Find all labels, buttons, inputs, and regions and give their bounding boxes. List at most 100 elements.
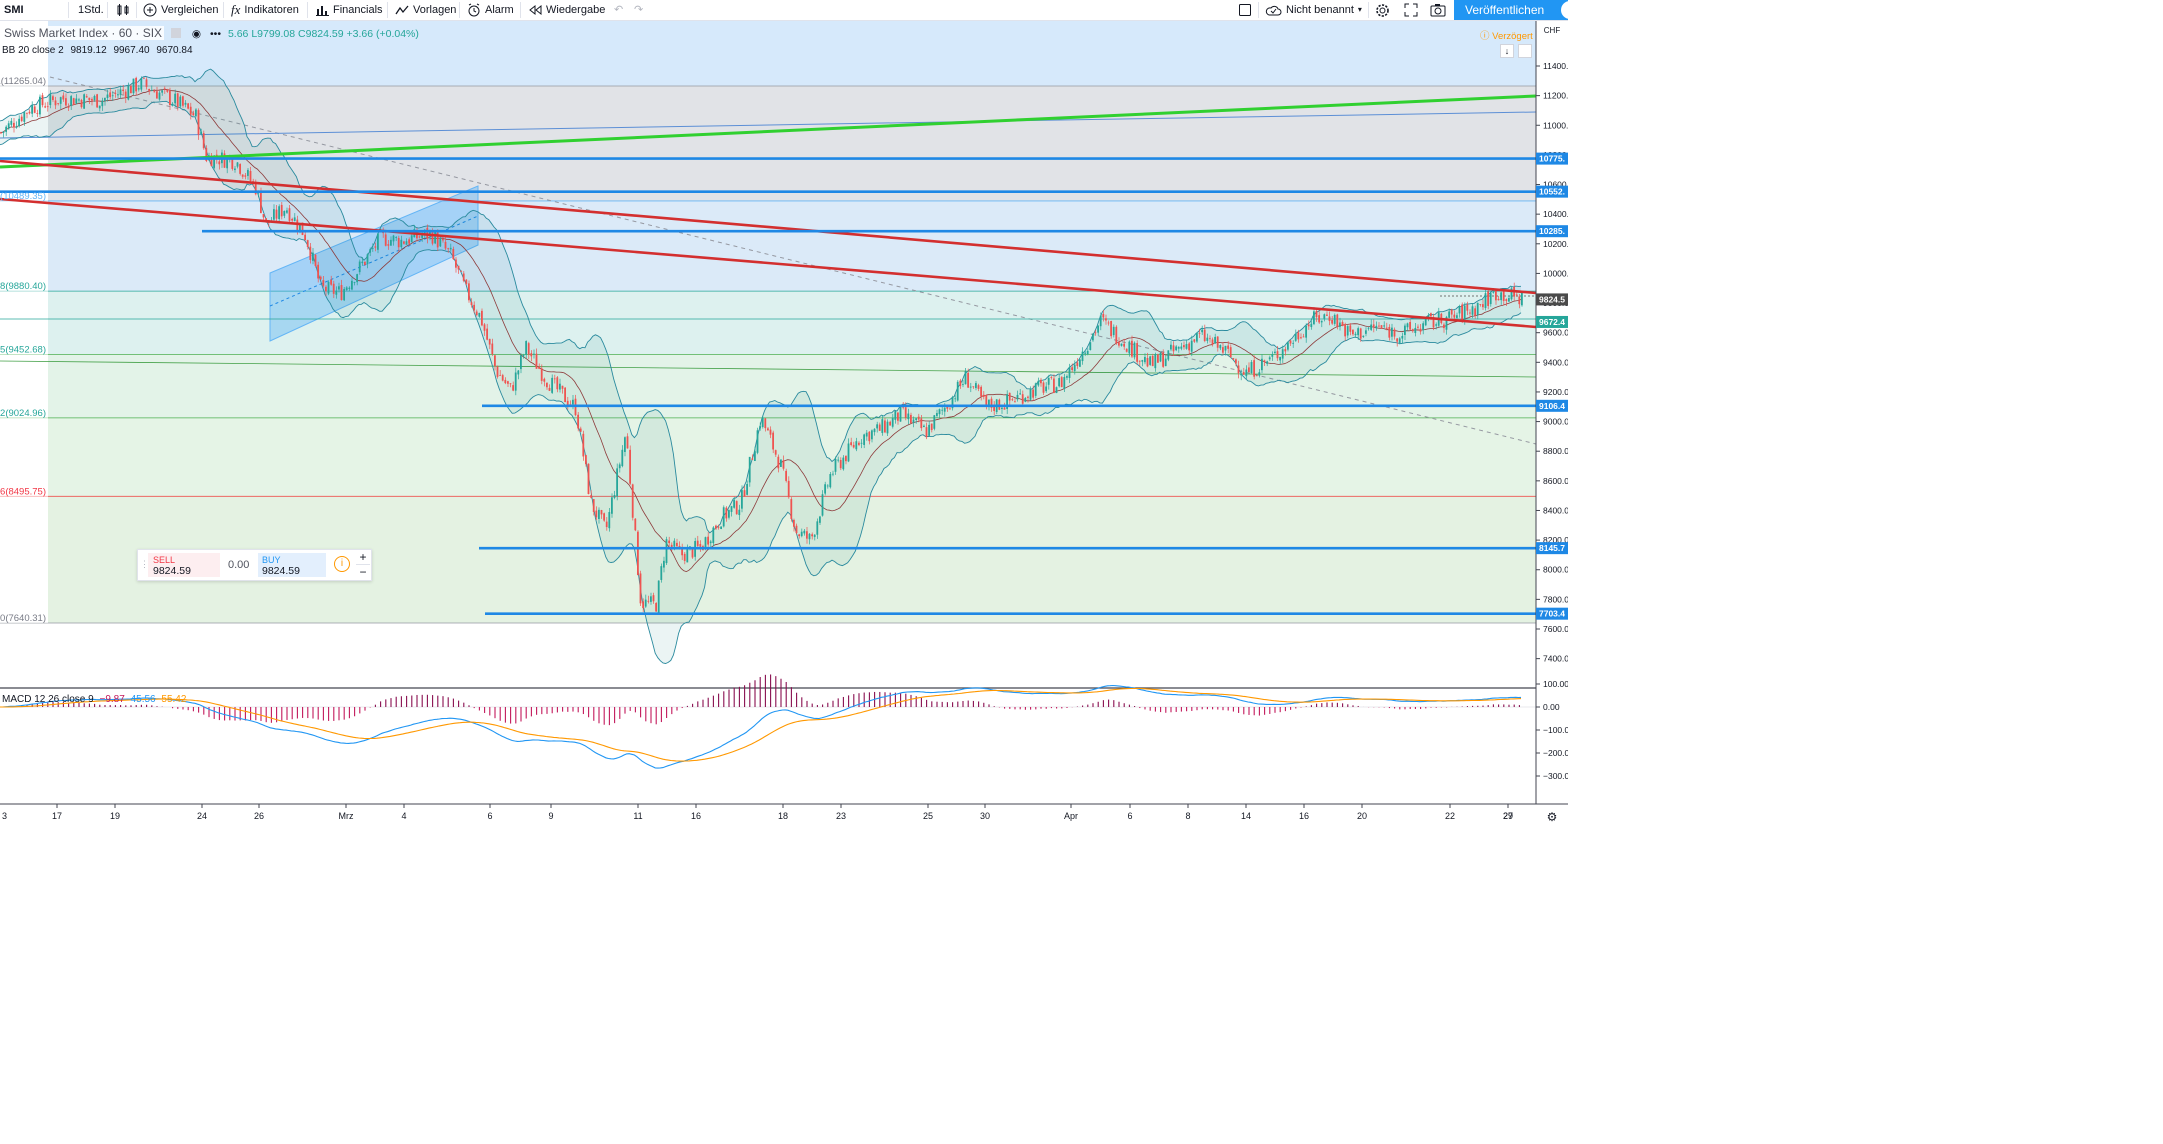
candlestick-icon — [117, 4, 129, 16]
candle-body — [98, 105, 101, 109]
candle-body — [62, 95, 65, 100]
candle-body — [1245, 369, 1248, 377]
candle-body — [247, 169, 249, 176]
candle-body — [819, 516, 821, 523]
price-tag-bg — [1536, 293, 1568, 306]
candle-body — [75, 98, 78, 104]
publish-button[interactable]: Veröffentlichen — [1454, 0, 1571, 20]
price-axis[interactable]: 11400.0011200.0011000.0010800.0010600.00… — [1535, 21, 1568, 804]
sell-button[interactable]: SELL 9824.59 — [148, 553, 220, 577]
price-tag-bg — [1536, 315, 1568, 328]
candle-body — [650, 596, 652, 602]
chart-area[interactable]: 1(11265.04) 0.786(10489.35) 0.618(9880.40)… — [0, 21, 1568, 826]
macd-pane — [0, 674, 1568, 769]
replay-button[interactable]: Wiedergabe — [528, 0, 605, 20]
candle-body — [1045, 386, 1047, 392]
candle-body — [850, 442, 852, 446]
candle-body — [1055, 387, 1058, 394]
candle-body — [1422, 323, 1424, 331]
candle-body — [0, 132, 2, 134]
indicators-button[interactable]: fx Indikatoren — [231, 0, 299, 20]
candle-body — [325, 286, 327, 292]
candle-body — [1011, 399, 1014, 401]
price-tick-label: 8600.00 — [1543, 476, 1568, 486]
scroll-down-icon[interactable]: ↓ — [1500, 44, 1514, 58]
interval-button[interactable]: 1Std. — [78, 0, 104, 20]
candle-body — [457, 265, 460, 270]
delayed-badge[interactable]: ⓘ Verzögert — [1480, 31, 1533, 42]
candle-body — [486, 328, 488, 340]
snapshot-button[interactable] — [1430, 0, 1446, 20]
candle-body — [852, 444, 855, 448]
candle-body — [429, 230, 431, 237]
candle-body — [891, 417, 894, 427]
candle-body — [169, 90, 171, 106]
candle-body — [1092, 333, 1094, 341]
candle-body — [1370, 324, 1372, 330]
settings-button[interactable] — [1375, 0, 1390, 20]
price-tick-label: 9400.00 — [1543, 357, 1568, 367]
maximize-pane-icon[interactable] — [1518, 44, 1532, 58]
candle-body — [1414, 327, 1417, 333]
plus-icon[interactable]: + — [359, 550, 367, 564]
candle-body — [1346, 326, 1349, 336]
red-trend-line-lower — [0, 197, 1537, 329]
candle-body — [348, 287, 351, 289]
candle-body — [1040, 379, 1042, 384]
layout-name-button[interactable]: Nicht benannt ▾ — [1265, 0, 1362, 20]
expand-button[interactable] — [1404, 0, 1418, 20]
candle-body — [1453, 314, 1456, 318]
fullscreen-toggle[interactable] — [1238, 0, 1252, 20]
candle-body — [1300, 337, 1302, 339]
financials-button[interactable]: Financials — [316, 0, 383, 20]
candle-body — [1255, 375, 1258, 377]
candle-body — [171, 103, 174, 106]
candle-body — [915, 418, 917, 420]
chart-type-button[interactable] — [116, 0, 130, 20]
candle-body — [65, 98, 67, 106]
legend-square[interactable] — [170, 28, 181, 38]
candle-body — [803, 530, 806, 534]
toolbar-separator — [459, 2, 460, 18]
candle-body — [1479, 304, 1482, 306]
candle-body — [670, 544, 673, 548]
macd-line — [0, 684, 1522, 769]
minus-icon[interactable]: − — [356, 564, 370, 579]
redo-button[interactable]: ↷ — [634, 0, 643, 20]
candle-body — [1170, 344, 1172, 350]
candle-body — [691, 547, 694, 558]
alert-button[interactable]: Alarm — [467, 0, 514, 20]
candle-body — [509, 383, 512, 385]
candle-body — [735, 501, 738, 515]
candle-body — [917, 416, 920, 420]
candle-body — [1141, 360, 1144, 362]
drag-handle-icon[interactable]: ⋮ — [140, 559, 149, 569]
trend-lines[interactable] — [0, 94, 1537, 615]
compare-button[interactable]: Vergleichen — [143, 0, 219, 20]
price-tick-label: 7400.00 — [1543, 654, 1568, 664]
candle-body — [761, 417, 764, 427]
symbol-search[interactable]: SMI — [4, 0, 24, 20]
candle-body — [1484, 293, 1487, 309]
candle-body — [1177, 347, 1180, 349]
rewind-icon — [529, 4, 542, 16]
candle-body — [1357, 328, 1359, 336]
candle-body — [1120, 343, 1123, 346]
fib-label: 0.236(8495.75) — [0, 486, 46, 497]
time-tick-label: 23 — [836, 811, 846, 821]
info-icon[interactable]: i — [334, 556, 350, 572]
candle-body — [400, 239, 403, 248]
candle-body — [231, 159, 234, 169]
templates-button[interactable]: Vorlagen — [395, 0, 456, 20]
candle-body — [387, 244, 390, 246]
eye-icon[interactable]: ◉ — [191, 28, 202, 40]
buy-button[interactable]: BUY 9824.59 — [258, 553, 326, 577]
undo-button[interactable]: ↶ — [614, 0, 623, 20]
more-icon[interactable]: ••• — [210, 28, 222, 40]
candle-body — [652, 595, 655, 602]
candle-body — [338, 286, 340, 290]
time-axis[interactable]: 3 17 19 24 26 Mrz 4 6 9 11 16 18 23 25 30 Apr 6 8 14 16 20 22… — [0, 803, 1568, 826]
candle-body — [631, 484, 634, 518]
parallel-channel — [269, 185, 479, 342]
candle-body — [829, 474, 832, 488]
